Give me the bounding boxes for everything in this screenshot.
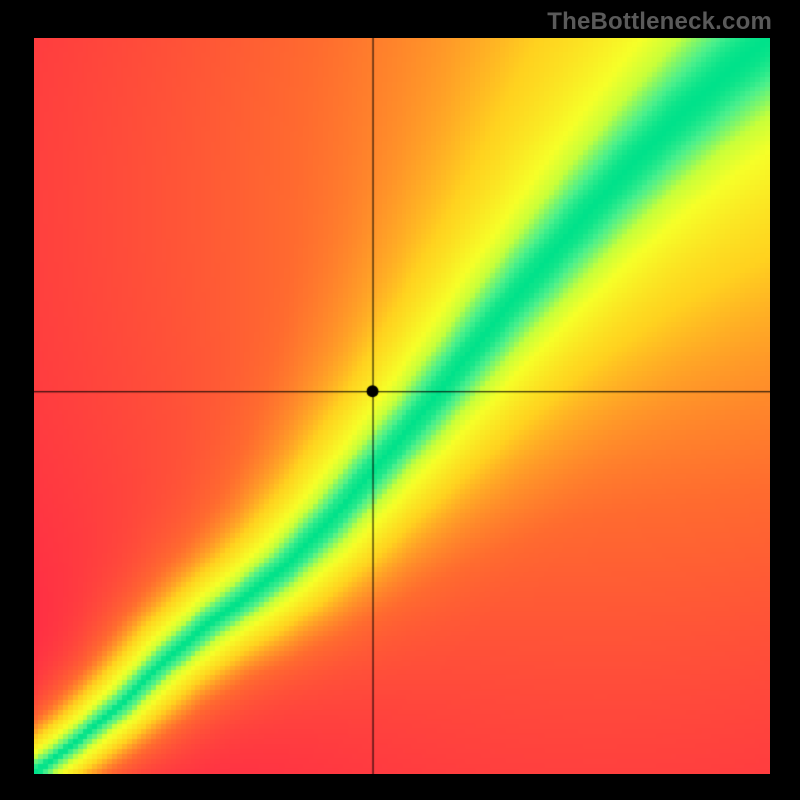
- bottleneck-heatmap: [34, 38, 770, 774]
- watermark-label: TheBottleneck.com: [547, 8, 772, 36]
- plot-border-bottom: [26, 774, 778, 782]
- plot-border-right: [770, 30, 778, 782]
- plot-border-left: [26, 30, 34, 782]
